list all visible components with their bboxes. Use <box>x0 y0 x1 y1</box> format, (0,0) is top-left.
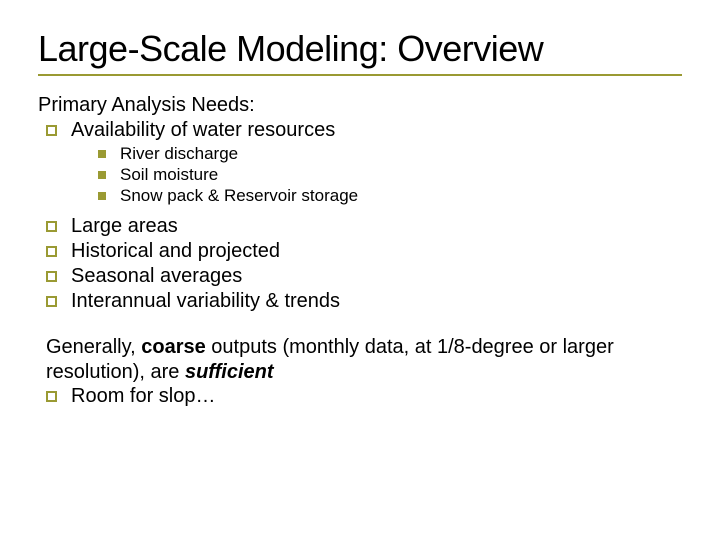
hollow-square-icon <box>46 246 57 257</box>
bullet-label: Interannual variability & trends <box>71 290 340 313</box>
bullet-level2: River discharge <box>38 144 682 164</box>
hollow-square-icon <box>46 296 57 307</box>
para-bolditalic: sufficient <box>185 361 274 383</box>
bullet-label: Soil moisture <box>120 165 218 185</box>
bullet-label: Snow pack & Reservoir storage <box>120 186 358 206</box>
bullet-level1: Availability of water resources <box>38 119 682 142</box>
bullet-level2: Snow pack & Reservoir storage <box>38 186 682 206</box>
bullet-level1: Seasonal averages <box>38 265 682 288</box>
bullet-label: River discharge <box>120 144 238 164</box>
bullet-level1: Large areas <box>38 215 682 238</box>
bullet-level1: Room for slop… <box>38 385 682 408</box>
title-underline <box>38 74 682 76</box>
filled-square-icon <box>98 192 106 200</box>
bullet-label: Availability of water resources <box>71 119 335 142</box>
filled-square-icon <box>98 150 106 158</box>
bullet-label: Room for slop… <box>71 385 216 408</box>
bullet-level1: Historical and projected <box>38 240 682 263</box>
slide: Large-Scale Modeling: Overview Primary A… <box>0 0 720 540</box>
hollow-square-icon <box>46 271 57 282</box>
bullet-label: Seasonal averages <box>71 265 242 288</box>
intro-line: Primary Analysis Needs: <box>38 94 682 117</box>
bullet-label: Large areas <box>71 215 178 238</box>
slide-title: Large-Scale Modeling: Overview <box>38 28 682 70</box>
para-bold: coarse <box>141 336 206 358</box>
hollow-square-icon <box>46 125 57 136</box>
hollow-square-icon <box>46 221 57 232</box>
bullet-level1: Interannual variability & trends <box>38 290 682 313</box>
hollow-square-icon <box>46 391 57 402</box>
bullet-level2: Soil moisture <box>38 165 682 185</box>
para-text: Generally, <box>46 336 141 358</box>
filled-square-icon <box>98 171 106 179</box>
bullet-label: Historical and projected <box>71 240 280 263</box>
paragraph: Generally, coarse outputs (monthly data,… <box>38 335 682 385</box>
